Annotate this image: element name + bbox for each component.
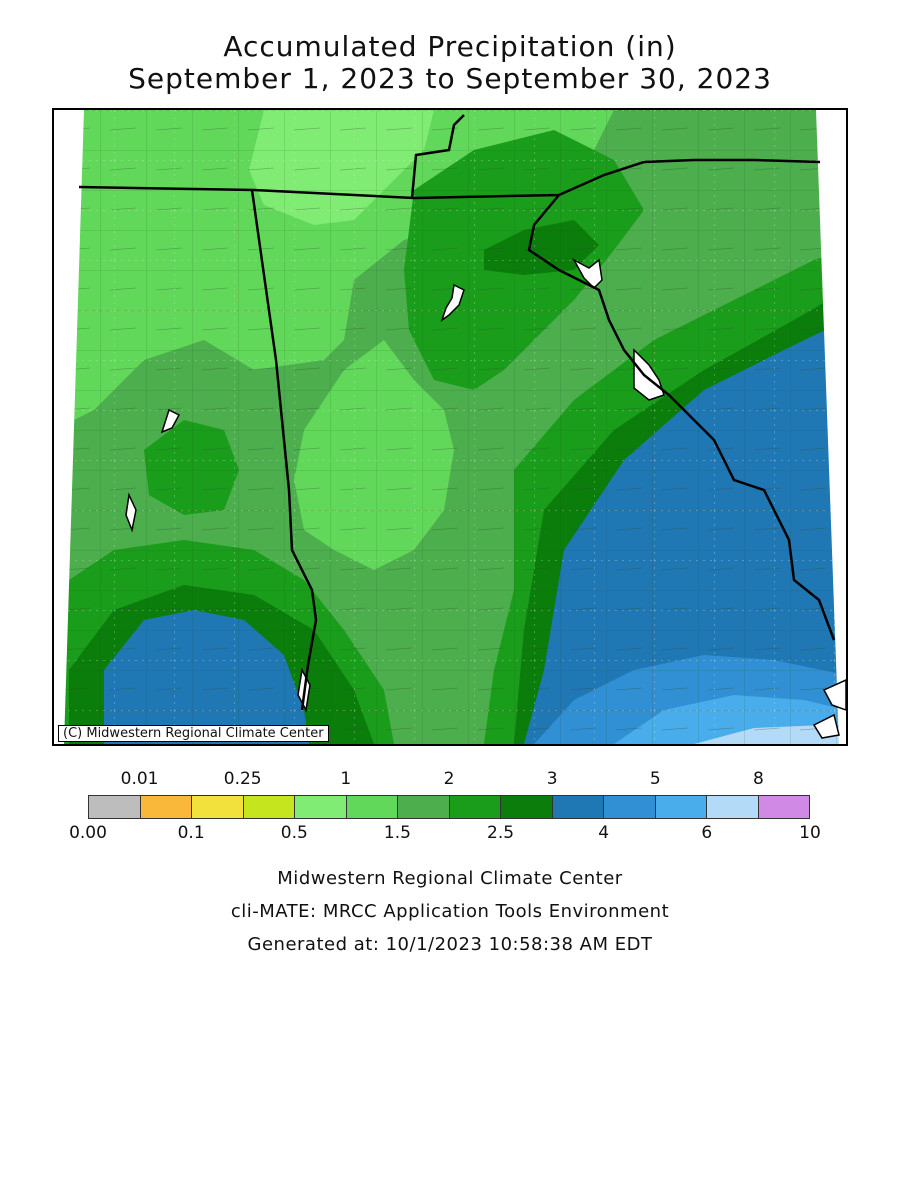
legend-swatch [758, 796, 809, 818]
precipitation-map: (C) Midwestern Regional Climate Center [52, 108, 848, 746]
legend-lower-label: 0.00 [69, 823, 107, 843]
legend-swatch [707, 796, 759, 818]
legend-upper-label: 3 [546, 769, 558, 789]
lake-1 [440, 283, 465, 322]
lake-5 [125, 492, 137, 533]
legend-lower-label: 0.5 [280, 823, 308, 843]
legend-color-bar [88, 795, 810, 819]
legend-swatch [552, 796, 604, 818]
map-title: Accumulated Precipitation (in) [223, 30, 677, 63]
river-north [410, 114, 465, 199]
legend-swatch [89, 796, 141, 818]
legend-swatch [346, 796, 398, 818]
state-boundary-east [527, 194, 836, 641]
copyright-label: (C) Midwestern Regional Climate Center [58, 725, 329, 742]
legend-swatch [501, 796, 553, 818]
coast-notch-1 [822, 679, 846, 711]
legend-upper-label: 1 [340, 769, 352, 789]
right-edge-mask [816, 110, 846, 744]
footer-generated: Generated at: 10/1/2023 10:58:38 AM EDT [247, 934, 653, 955]
lake-2 [572, 258, 603, 290]
map-date-range: September 1, 2023 to September 30, 2023 [128, 62, 772, 95]
legend-swatch [398, 796, 450, 818]
legend-lower-label: 10 [799, 823, 821, 843]
legend-lower-label: 4 [598, 823, 610, 843]
legend-upper-label: 8 [753, 769, 764, 789]
legend-swatch [295, 796, 347, 818]
coast-notch-2 [812, 713, 840, 739]
legend-lower-label: 6 [701, 823, 713, 843]
legend-upper-label: 0.25 [223, 769, 262, 789]
legend-swatch [243, 796, 295, 818]
lake-3 [633, 348, 665, 401]
legend-swatch [192, 796, 244, 818]
legend-upper-label: 0.01 [120, 769, 159, 789]
legend-swatch [449, 796, 501, 818]
legend-swatch [140, 796, 192, 818]
legend-lower-label: 2.5 [487, 823, 515, 843]
legend-upper-label: 5 [649, 769, 661, 789]
left-edge-mask [54, 110, 84, 744]
footer-app: cli-MATE: MRCC Application Tools Environ… [230, 901, 670, 922]
legend-upper-label: 2 [443, 769, 455, 789]
state-boundary-west [250, 189, 318, 711]
map-canvas [54, 110, 846, 744]
footer-org: Midwestern Regional Climate Center [277, 868, 623, 889]
lat-lon-grid [54, 110, 846, 744]
legend-lower-label: 0.1 [177, 823, 205, 843]
legend-swatch [655, 796, 707, 818]
legend-swatch [604, 796, 656, 818]
lake-4 [160, 408, 181, 434]
legend-lower-label: 1.5 [383, 823, 411, 843]
state-boundary-north [78, 158, 821, 200]
